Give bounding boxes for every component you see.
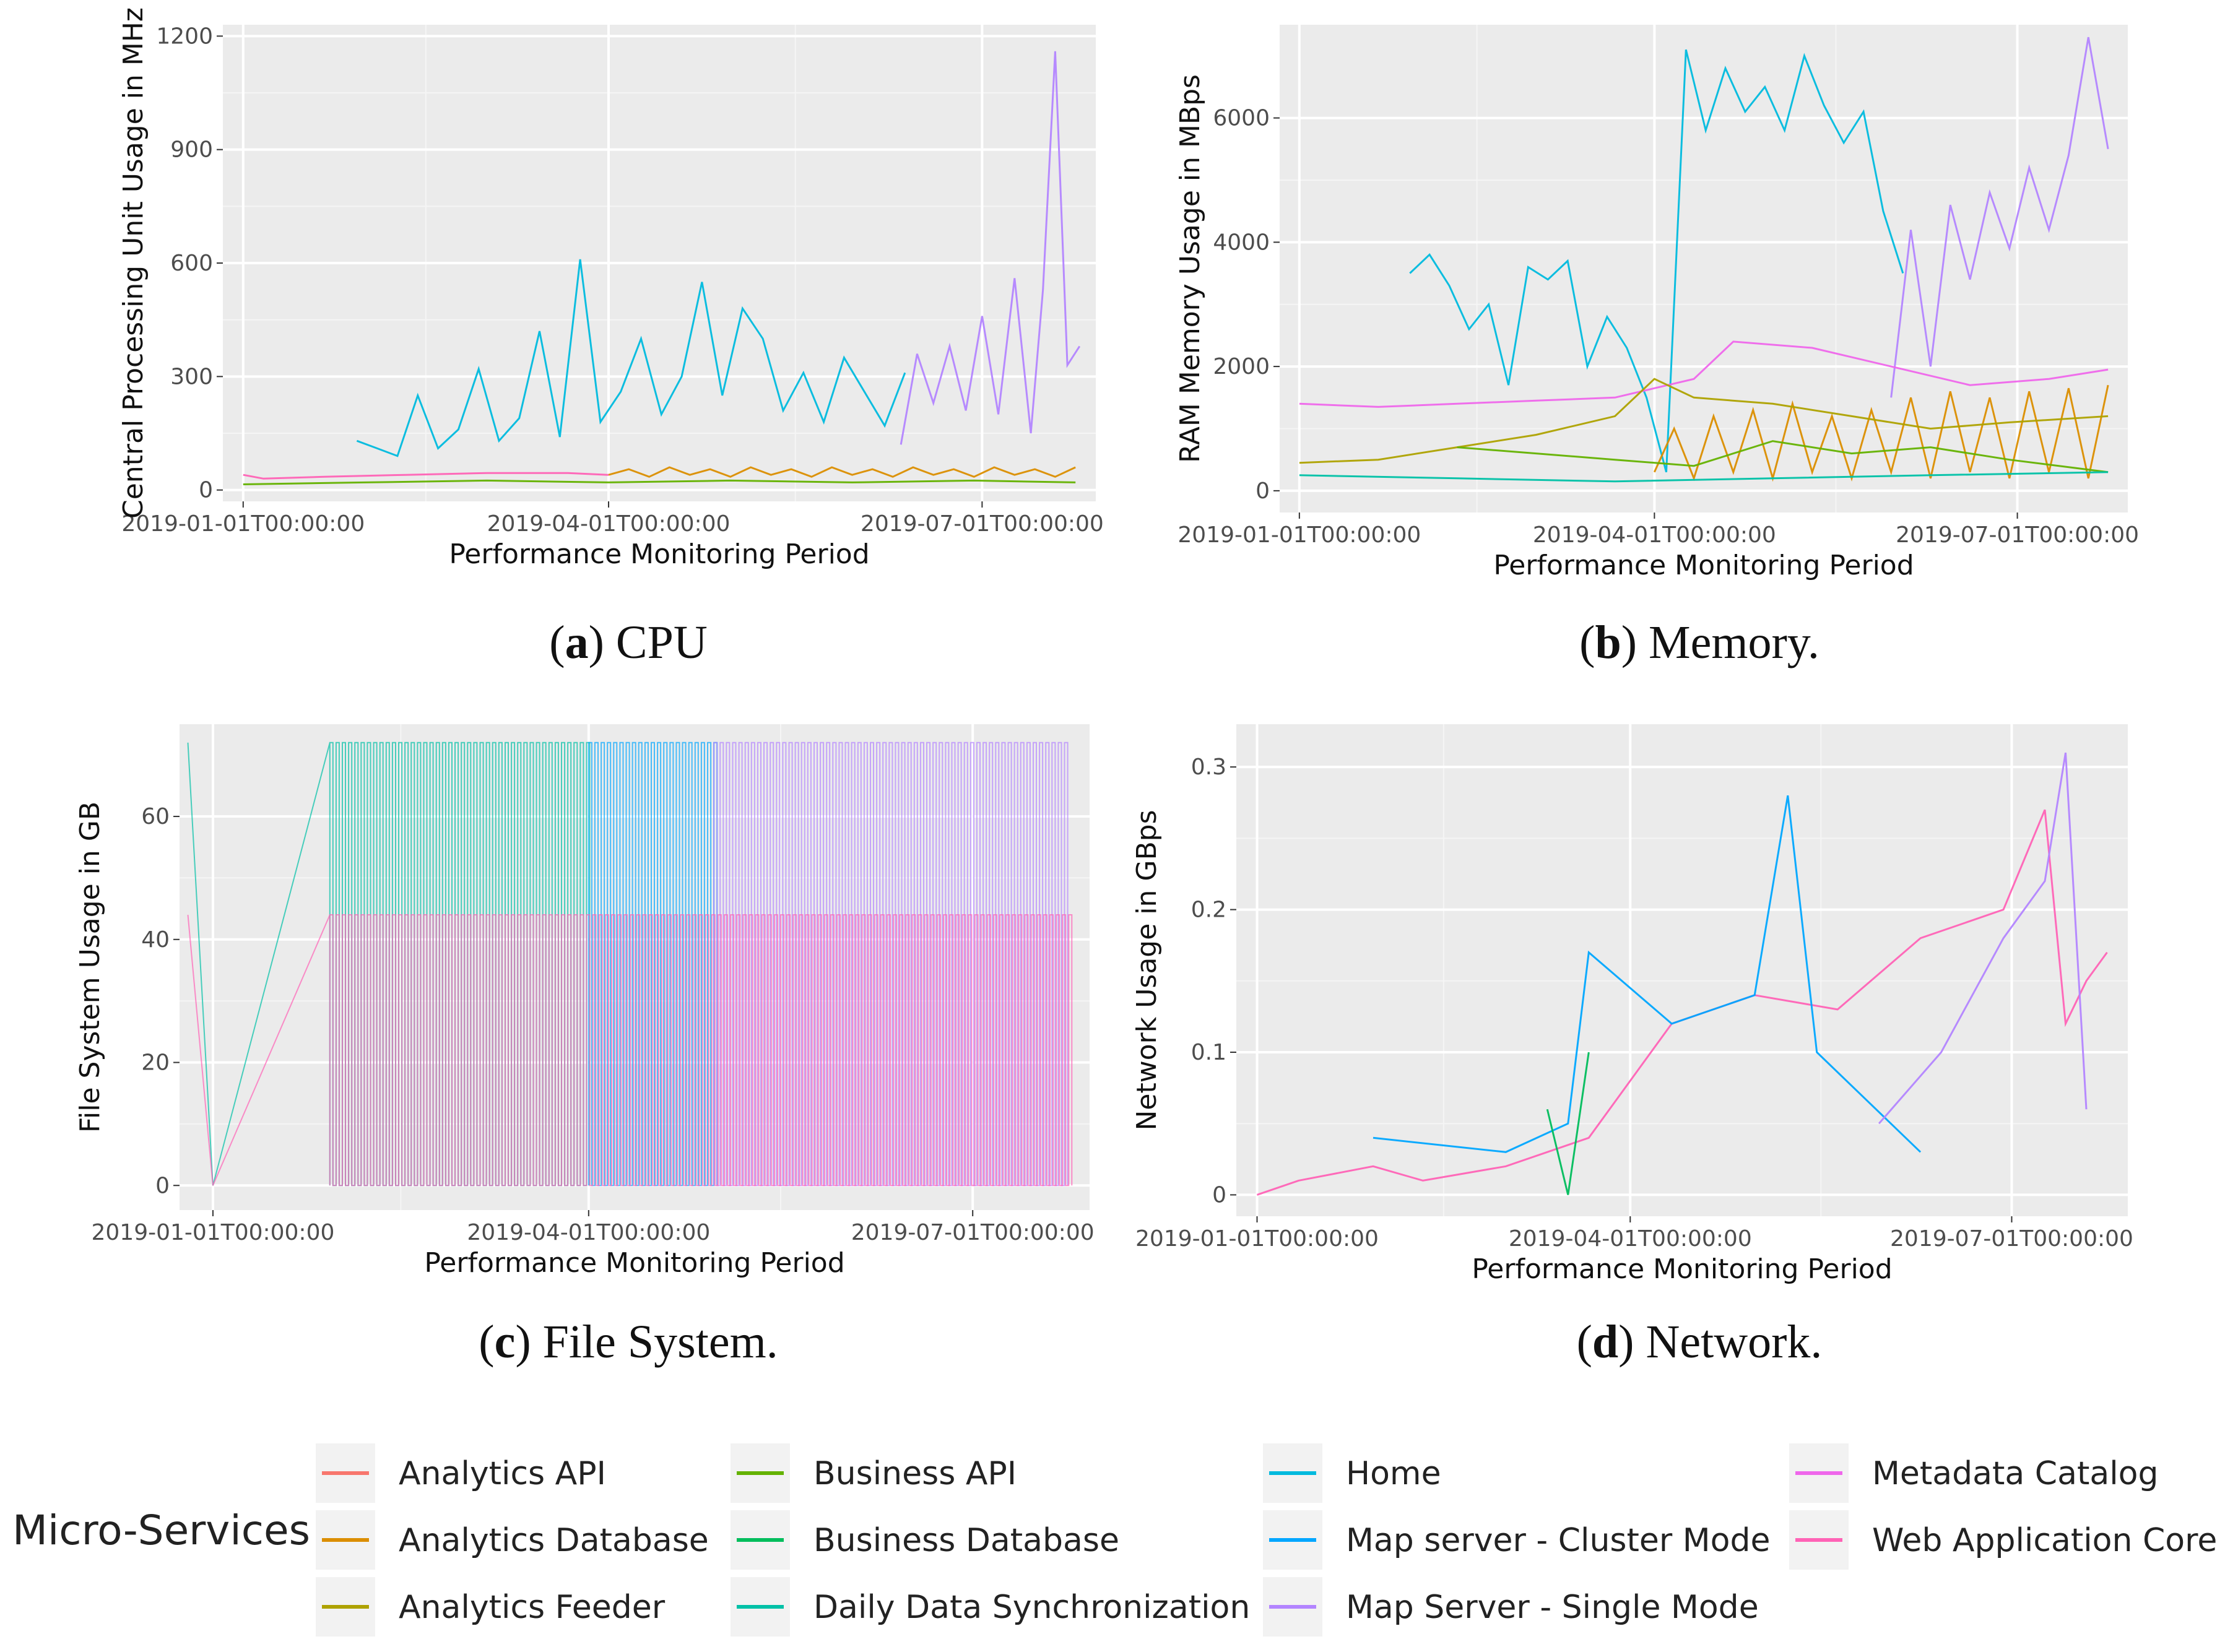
- legend-label: Analytics Database: [399, 1522, 709, 1559]
- y-tick-label: 0: [199, 478, 213, 503]
- series-line: Map Server - Single Mode: [900, 51, 1081, 445]
- y-tick-label: 600: [170, 251, 213, 276]
- series-line: Web Application Core: [187, 914, 1073, 1187]
- legend-label: Analytics Feeder: [399, 1589, 666, 1626]
- series-line: Business Database: [1546, 1052, 1590, 1195]
- y-tick-label: 0.2: [1191, 897, 1226, 923]
- x-tick-label: 2019-01-01T00:00:00: [91, 1220, 334, 1245]
- y-tick-label: 0.3: [1191, 755, 1226, 780]
- series-line: Map server - Cluster Mode: [588, 742, 718, 1187]
- y-tick-label: 20: [141, 1050, 170, 1076]
- chart-panel-filesystem: 0 20 40 60 2019-01-01T00:00:00 2019-04-01T00:…: [0, 699, 1112, 1294]
- legend-label: Business API: [813, 1455, 1017, 1492]
- plot-background: [1280, 25, 2128, 512]
- series-line: Map Server - Single Mode: [713, 742, 1069, 1187]
- series-line: Metadata Catalog: [1299, 340, 2109, 408]
- y-tick-label: 2000: [1213, 354, 1270, 379]
- y-axis-title: RAM Memory Usage in MBps: [1174, 74, 1206, 463]
- series-line: Daily Data Synchronization: [1299, 471, 2109, 483]
- series-line: Map server - Cluster Mode: [1373, 795, 1922, 1153]
- plot-background: [1236, 724, 2128, 1216]
- x-tick-label: 2019-01-01T00:00:00: [1135, 1226, 1379, 1252]
- chart-panel-network: 0 0.1 0.2 0.3 2019-01-01T00:00:00 2019-04-01T…: [1112, 699, 2225, 1294]
- x-tick-label: 2019-01-01T00:00:00: [121, 511, 365, 537]
- x-tick-label: 2019-04-01T00:00:00: [487, 511, 731, 537]
- x-tick-label: 2019-01-01T00:00:00: [1178, 522, 1421, 548]
- legend-label: Analytics API: [399, 1455, 606, 1492]
- y-tick-label: 0.1: [1191, 1040, 1226, 1065]
- series-line: Business API: [243, 479, 1076, 485]
- caption-a: (a) CPU: [549, 616, 708, 668]
- y-tick-label: 60: [141, 804, 170, 829]
- x-axis-title: Performance Monitoring Period: [424, 1247, 844, 1279]
- y-tick-label: 0: [1256, 478, 1270, 504]
- legend-label: Map Server - Single Mode: [1346, 1589, 1759, 1626]
- chart-cpu: 0 300 600 900 1200 2019-01-01T00:00:00 2019-04…: [118, 7, 1104, 570]
- legend-label: Map server - Cluster Mode: [1346, 1522, 1770, 1559]
- legend-label: Home: [1346, 1455, 1441, 1492]
- chart-network: 0 0.1 0.2 0.3 2019-01-01T00:00:00 2019-04-01T…: [1131, 724, 2133, 1285]
- legend-label: Web Application Core: [1872, 1522, 2217, 1559]
- plot-background: [180, 724, 1090, 1210]
- y-tick-label: 1200: [156, 24, 213, 49]
- series-line: Home: [1409, 49, 1904, 473]
- x-axis-title: Performance Monitoring Period: [1472, 1253, 1892, 1285]
- series-line: Analytics Database: [608, 466, 1076, 478]
- x-axis-title: Performance Monitoring Period: [449, 538, 869, 570]
- y-tick-label: 4000: [1213, 230, 1270, 255]
- y-axis-title: Central Processing Unit Usage in MHz: [118, 7, 149, 519]
- series-line: Home: [356, 259, 906, 457]
- caption-c: (c) File System.: [479, 1316, 778, 1368]
- series-line: Map Server - Single Mode: [1890, 37, 2109, 398]
- chart-memory: 0 2000 4000 6000 2019-01-01T00:00:00 2019-04-…: [1174, 25, 2139, 581]
- series-line: Business API: [1457, 440, 2109, 474]
- x-tick-label: 2019-07-01T00:00:00: [1890, 1226, 2133, 1252]
- chart-filesystem: 0 20 40 60 2019-01-01T00:00:00 2019-04-01T00:…: [74, 724, 1095, 1279]
- chart-panel-memory: 0 2000 4000 6000 2019-01-01T00:00:00 2019-04-…: [1112, 0, 2225, 594]
- legend-label: Business Database: [813, 1522, 1119, 1559]
- y-tick-label: 300: [170, 364, 213, 389]
- x-tick-label: 2019-04-01T00:00:00: [467, 1220, 710, 1245]
- legend: Micro-Services Analytics API Analytics Da…: [12, 1443, 2217, 1637]
- legend-label: Daily Data Synchronization: [813, 1589, 1250, 1626]
- x-tick-label: 2019-04-01T00:00:00: [1533, 522, 1776, 548]
- x-tick-label: 2019-07-01T00:00:00: [861, 511, 1104, 537]
- series-line: Web Application Core: [243, 472, 609, 480]
- x-tick-label: 2019-04-01T00:00:00: [1509, 1226, 1752, 1252]
- x-axis-title: Performance Monitoring Period: [1493, 550, 1914, 581]
- legend-label: Metadata Catalog: [1872, 1455, 2158, 1492]
- y-axis-title: Network Usage in GBps: [1131, 810, 1163, 1130]
- series-line: Analytics Feeder: [1299, 378, 2109, 464]
- y-tick-label: 0: [155, 1173, 170, 1198]
- y-tick-label: 900: [170, 137, 213, 163]
- x-tick-label: 2019-07-01T00:00:00: [1896, 522, 2139, 548]
- y-tick-label: 6000: [1213, 106, 1270, 131]
- series-line: Map Server - Single Mode: [1878, 752, 2088, 1125]
- caption-d: (d) Network.: [1576, 1316, 1823, 1368]
- y-axis-title: File System Usage in GB: [74, 802, 106, 1133]
- chart-panel-cpu: 0 300 600 900 1200 2019-01-01T00:00:00 2019-04…: [0, 0, 1112, 594]
- y-tick-label: 0: [1212, 1182, 1226, 1208]
- series-line: Analytics Database: [1653, 384, 2109, 482]
- caption-b: (b) Memory.: [1579, 616, 1819, 668]
- x-tick-label: 2019-07-01T00:00:00: [851, 1220, 1095, 1245]
- legend-title: Micro-Services: [12, 1507, 310, 1554]
- y-tick-label: 40: [141, 927, 170, 953]
